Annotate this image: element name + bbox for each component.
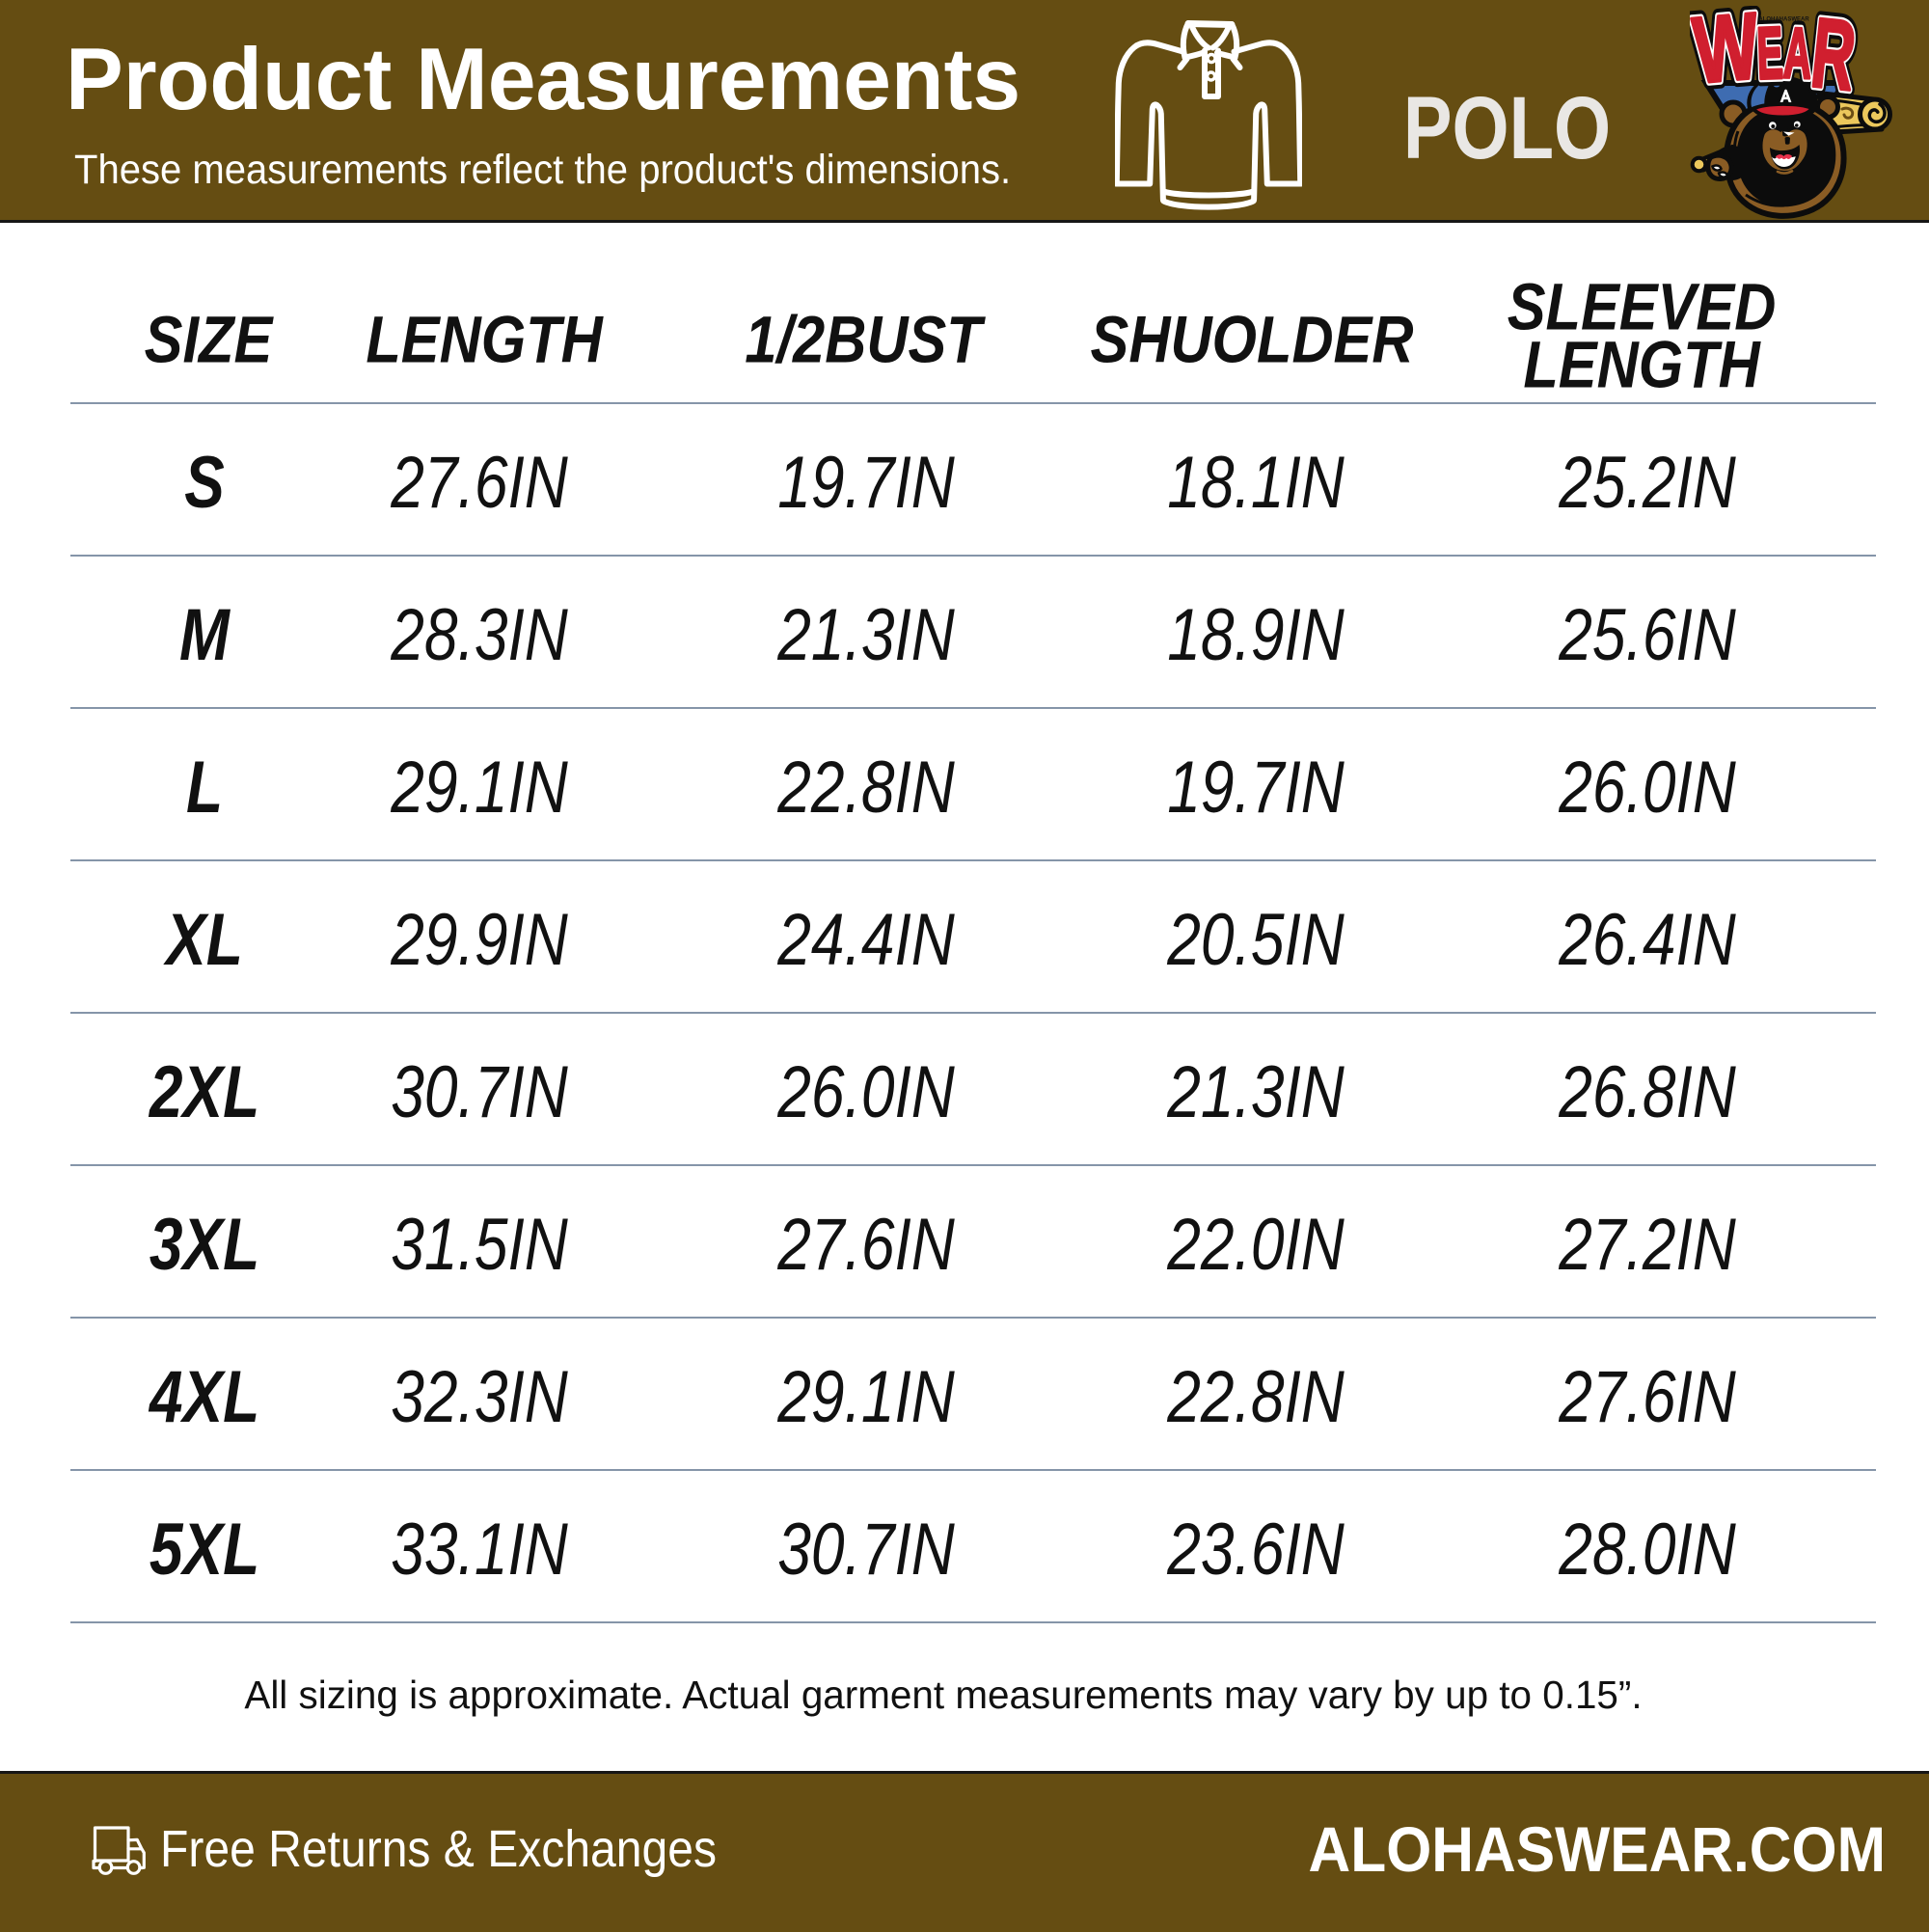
svg-text:ALOHAHASWEAR: ALOHAHASWEAR xyxy=(1758,17,1809,23)
svg-text:A: A xyxy=(1782,13,1813,94)
svg-text:E: E xyxy=(1755,13,1784,95)
svg-text:A: A xyxy=(1782,13,1813,94)
svg-text:W: W xyxy=(1690,6,1763,103)
svg-text:W: W xyxy=(1690,6,1763,103)
svg-text:E: E xyxy=(1755,13,1784,95)
